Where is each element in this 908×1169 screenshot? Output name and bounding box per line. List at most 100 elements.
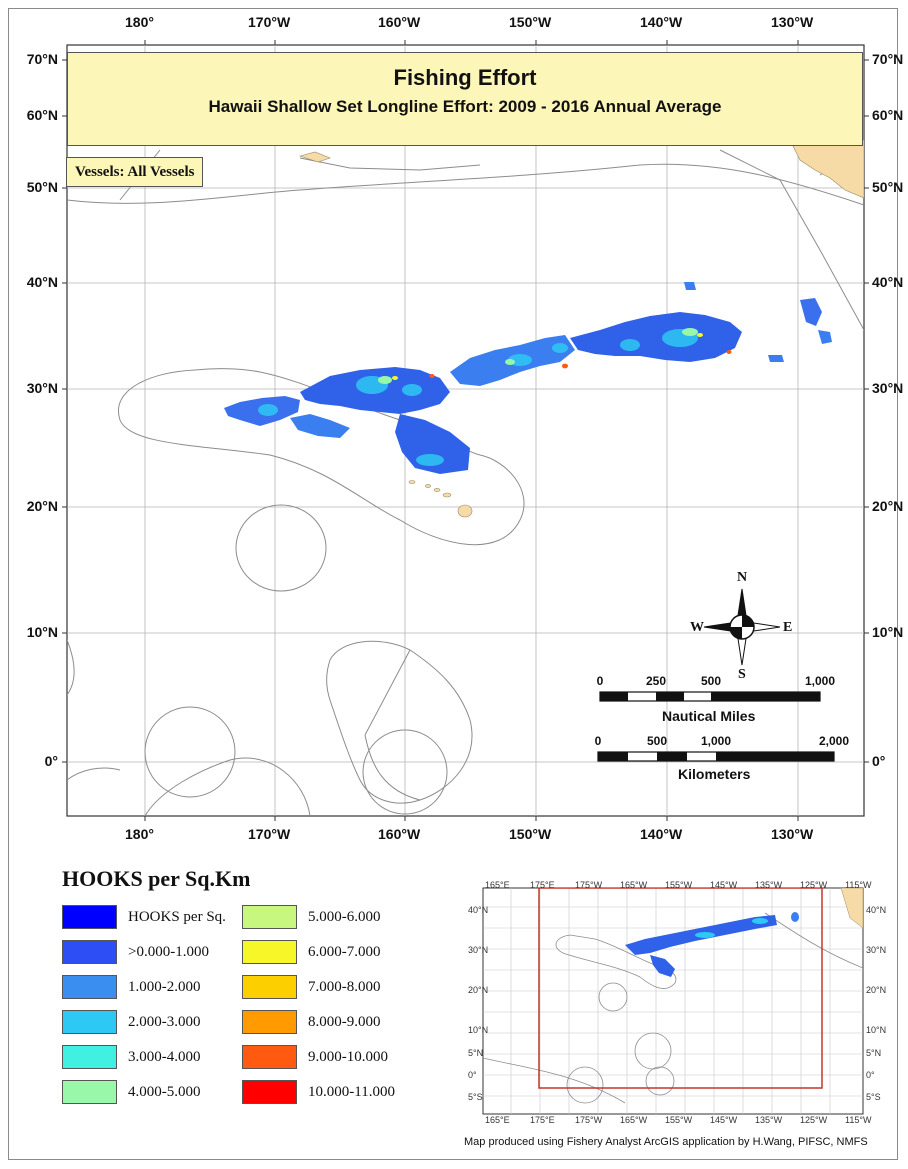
scale-title-nautical: Nautical Miles [662, 708, 756, 724]
lat-label-left: 20°N [26, 498, 58, 514]
lat-label-right: 60°N [872, 107, 904, 123]
lat-label-left: 60°N [26, 107, 58, 123]
map-subtitle: Hawaii Shallow Set Longline Effort: 2009… [208, 97, 722, 116]
inset-lat-label: 5°N [866, 1048, 882, 1058]
vessel-filter-label: Vessels: All Vessels [66, 157, 204, 187]
inset-lon-label: 155°W [665, 880, 693, 890]
effort-cluster [290, 414, 350, 438]
inset-lat-label: 5°S [866, 1092, 881, 1102]
fishing-effort-layer [224, 282, 832, 474]
main-map[interactable] [0, 0, 908, 860]
effort-cluster [800, 298, 822, 326]
scale-title-kilometers: Kilometers [678, 766, 751, 782]
lon-label-bottom: 130°W [771, 826, 814, 842]
legend-item: 1.000-2.000 [62, 974, 201, 1000]
legend-item: 3.000-4.000 [62, 1044, 201, 1070]
scale-bar-nautical [599, 691, 821, 702]
lat-label-left: 40°N [26, 274, 58, 290]
inset-lon-label: 175°E [530, 1115, 555, 1125]
eez-boundaries [67, 149, 864, 816]
scale-bar-kilometers [597, 751, 835, 762]
inset-lat-label: 0° [468, 1070, 477, 1080]
inset-lon-label: 135°W [755, 1115, 783, 1125]
lat-label-right: 40°N [872, 274, 904, 290]
legend-item: 6.000-7.000 [242, 939, 381, 965]
inset-lat-label: 20°N [866, 985, 887, 995]
inset-lon-label: 135°W [755, 880, 783, 890]
map-credit: Map produced using Fishery Analyst ArcGI… [464, 1136, 868, 1148]
inset-lon-label: 175°E [530, 880, 555, 890]
inset-land [840, 888, 863, 929]
lon-label-top: 150°W [509, 14, 552, 30]
lat-label-right: 30°N [872, 380, 904, 396]
legend-swatch [62, 1045, 117, 1069]
scale-tick-label: 1,000 [700, 734, 732, 748]
inset-lon-label: 115°W [845, 1115, 872, 1125]
lat-label-right: 20°N [872, 498, 904, 514]
legend-swatch [242, 975, 297, 999]
axis-ticks [62, 40, 869, 821]
lat-label-left: 10°N [26, 624, 58, 640]
lat-label-left: 0° [44, 753, 58, 769]
map-title-box: Fishing Effort Hawaii Shallow Set Longli… [67, 52, 863, 146]
legend-swatch [242, 940, 297, 964]
scale-tick-label: 500 [700, 674, 722, 688]
scale-tick-label: 250 [645, 674, 667, 688]
inset-lon-label: 145°W [710, 880, 738, 890]
inset-lon-label: 175°W [575, 880, 603, 890]
land [298, 139, 864, 518]
scale-tick-label: 0 [594, 734, 602, 748]
inset-lat-label: 10°N [468, 1025, 489, 1035]
legend-swatch [242, 1045, 297, 1069]
inset-effort [625, 912, 799, 977]
legend-swatch [62, 940, 117, 964]
legend-label: 1.000-2.000 [128, 978, 201, 995]
legend-label: 8.000-9.000 [308, 1013, 381, 1030]
lon-label-bottom: 180° [125, 826, 154, 842]
legend-item: 4.000-5.000 [62, 1079, 201, 1105]
inset-lat-label: 30°N [468, 945, 489, 955]
inset-map[interactable] [465, 873, 885, 1131]
lat-label-right: 10°N [872, 624, 904, 640]
map-title: Fishing Effort [393, 65, 537, 90]
legend-item: HOOKS per Sq. [62, 904, 226, 930]
legend-label: 6.000-7.000 [308, 943, 381, 960]
legend-item: 2.000-3.000 [62, 1009, 201, 1035]
lat-label-right: 50°N [872, 179, 904, 195]
lon-label-bottom: 170°W [248, 826, 291, 842]
legend-label: 4.000-5.000 [128, 1083, 201, 1100]
effort-cluster [684, 282, 696, 290]
inset-lat-label: 40°N [468, 905, 489, 915]
effort-cluster [570, 312, 742, 362]
inset-lon-label: 175°W [575, 1115, 603, 1125]
lon-label-top: 180° [125, 14, 154, 30]
legend-title: HOOKS per Sq.Km [62, 866, 251, 891]
compass-north-label: N [737, 570, 748, 585]
lon-label-top: 160°W [378, 14, 421, 30]
legend-label: 7.000-8.000 [308, 978, 381, 995]
inset-lon-label: 155°W [665, 1115, 693, 1125]
scale-tick-label: 500 [646, 734, 668, 748]
legend-item: 5.000-6.000 [242, 904, 381, 930]
legend-label: 10.000-11.000 [308, 1083, 395, 1100]
inset-lon-label: 165°W [620, 880, 648, 890]
inset-lat-label: 5°N [468, 1048, 484, 1058]
inset-lon-label: 165°E [485, 1115, 510, 1125]
legend-swatch [62, 905, 117, 929]
legend-label: >0.000-1.000 [128, 943, 209, 960]
legend-swatch [242, 1080, 297, 1104]
legend-swatch [242, 1010, 297, 1034]
inset-lat-label: 0° [866, 1070, 875, 1080]
lat-label-left: 70°N [26, 51, 58, 67]
lat-label-left: 30°N [26, 380, 58, 396]
inset-lat-label: 10°N [866, 1025, 887, 1035]
lon-label-bottom: 160°W [378, 826, 421, 842]
page-border [8, 8, 898, 1160]
scale-tick-label: 1,000 [804, 674, 836, 688]
inset-lon-label: 125°W [800, 1115, 828, 1125]
lon-label-bottom: 150°W [509, 826, 552, 842]
lon-label-top: 170°W [248, 14, 291, 30]
lon-label-top: 140°W [640, 14, 683, 30]
lon-label-top: 130°W [771, 14, 814, 30]
inset-lat-label: 20°N [468, 985, 489, 995]
